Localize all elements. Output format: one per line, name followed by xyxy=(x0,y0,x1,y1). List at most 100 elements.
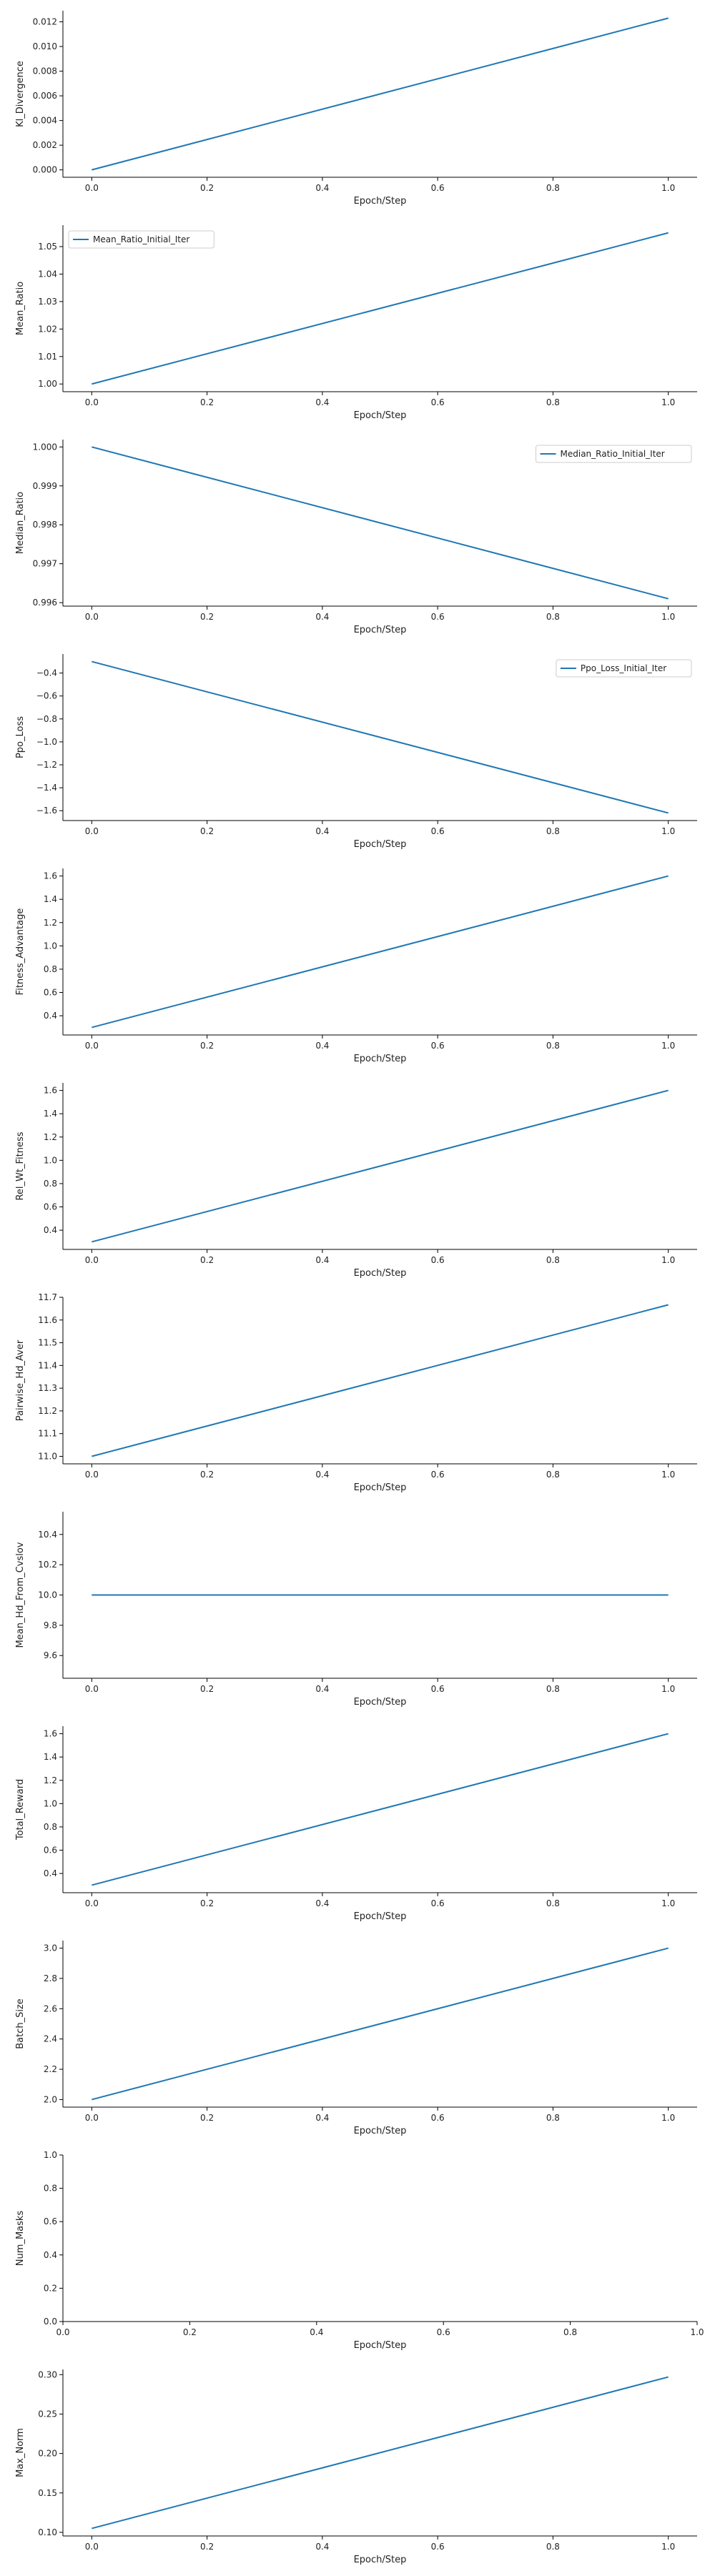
x-tick-label: 0.6 xyxy=(431,826,445,836)
y-tick-label: 3.0 xyxy=(44,1943,57,1953)
x-tick-label: 0.0 xyxy=(85,397,99,407)
y-tick-label: 0.012 xyxy=(33,17,57,27)
y-tick-label: 1.03 xyxy=(38,297,57,307)
legend: Mean_Ratio_Initial_Iter xyxy=(68,230,214,249)
y-tick-label: 2.8 xyxy=(44,1973,57,1983)
y-tick-label: 11.0 xyxy=(38,1452,57,1462)
y-tick-label: 1.02 xyxy=(38,324,57,334)
y-tick-label: 0.998 xyxy=(33,520,57,530)
y-axis-label: Rel_Wt_Fitness xyxy=(15,1131,26,1200)
legend-box xyxy=(556,659,692,678)
chart-panel-7: 0.0 0.2 0.4 0.6 0.8 1.0 11.0 11.1 11.2 11.3 11.4 11… xyxy=(15,1292,697,1493)
y-tick-label: 1.4 xyxy=(44,1752,57,1762)
y-tick-label: 1.6 xyxy=(44,1086,57,1096)
y-tick-label: −0.8 xyxy=(36,714,57,724)
x-tick-label: 0.8 xyxy=(546,1255,560,1265)
y-tick-label: 1.00 xyxy=(38,379,57,389)
y-tick-label: 11.1 xyxy=(38,1429,57,1439)
x-tick-label: 0.8 xyxy=(546,1898,560,1908)
x-tick-label: 0.2 xyxy=(200,1470,214,1480)
y-tick-label: −0.6 xyxy=(36,691,57,701)
x-tick-label: 0.2 xyxy=(200,1041,214,1051)
y-tick-label: 1.01 xyxy=(38,352,57,362)
y-axis-label: Num_Masks xyxy=(15,2211,26,2267)
series-line xyxy=(92,17,669,171)
x-tick-label: 1.0 xyxy=(690,2327,704,2337)
x-tick-label: 0.0 xyxy=(85,1470,99,1480)
x-tick-label: 0.2 xyxy=(200,183,214,193)
y-axis-label: Kl_Divergence xyxy=(15,61,26,127)
y-axis-label: Fitness_Advantage xyxy=(15,908,26,996)
y-tick-label: 1.6 xyxy=(44,1729,57,1739)
y-tick-label: 0.6 xyxy=(44,2216,57,2226)
y-tick-label: 0.8 xyxy=(44,1179,57,1189)
y-tick-label: 0.996 xyxy=(33,598,57,608)
y-tick-label: 0.25 xyxy=(38,2409,57,2419)
y-axis-label: Ppo_Loss xyxy=(15,716,26,758)
x-axis-label: Epoch/Step xyxy=(354,839,407,850)
y-tick-label: 0.999 xyxy=(33,481,57,491)
x-tick-label: 0.8 xyxy=(546,397,560,407)
x-tick-label: 0.6 xyxy=(431,1898,445,1908)
legend-label: Ppo_Loss_Initial_Iter xyxy=(581,663,666,673)
y-tick-label: 0.006 xyxy=(33,91,57,101)
x-axis-label: Epoch/Step xyxy=(354,1697,407,1708)
legend-label: Median_Ratio_Initial_Iter xyxy=(561,449,665,459)
x-tick-label: 0.4 xyxy=(315,1041,329,1051)
y-tick-label: −1.0 xyxy=(36,737,57,747)
y-axis-label: Batch_Size xyxy=(15,1998,26,2049)
y-tick-label: 2.2 xyxy=(44,2064,57,2074)
x-tick-label: 1.0 xyxy=(661,826,675,836)
x-tick-label: 0.8 xyxy=(546,2542,560,2552)
x-tick-label: 0.0 xyxy=(85,1898,99,1908)
chart-panel-5: 0.0 0.2 0.4 0.6 0.8 1.0 0.4 0.6 0.8 1.0 1.2 1.4 1.6 E… xyxy=(15,868,697,1064)
x-tick-label: 0.0 xyxy=(85,183,99,193)
x-axis-label: Epoch/Step xyxy=(354,196,407,207)
chart-panel-3: 0.0 0.2 0.4 0.6 0.8 1.0 0.996 0.997 0.998 0.999 1.… xyxy=(15,440,697,635)
y-tick-label: 0.4 xyxy=(44,2250,57,2260)
y-tick-label: 0.002 xyxy=(33,140,57,150)
y-tick-label: 1.0 xyxy=(44,1155,57,1165)
y-tick-label: 0.8 xyxy=(44,1822,57,1832)
y-tick-label: 11.2 xyxy=(38,1406,57,1416)
y-axis-label: Median_Ratio xyxy=(15,492,26,554)
y-tick-label: 11.6 xyxy=(38,1315,57,1325)
x-tick-label: 0.6 xyxy=(431,1470,445,1480)
x-tick-label: 0.2 xyxy=(200,612,214,622)
y-tick-label: 0.4 xyxy=(44,1011,57,1021)
chart-panel-8: 0.0 0.2 0.4 0.6 0.8 1.0 9.6 9.8 10.0 10.2 10.4 Epoc… xyxy=(15,1512,697,1708)
y-tick-label: −0.4 xyxy=(36,668,57,678)
x-tick-label: 0.4 xyxy=(315,1255,329,1265)
x-tick-label: 0.8 xyxy=(546,2113,560,2123)
x-tick-label: 0.6 xyxy=(431,612,445,622)
x-axis-label: Epoch/Step xyxy=(354,2555,407,2565)
y-tick-label: 11.4 xyxy=(38,1360,57,1370)
x-tick-label: 0.4 xyxy=(315,826,329,836)
chart-panel-4: 0.0 0.2 0.4 0.6 0.8 1.0 −0.4 −0.6 −0.8 −1.0 −1.2 −1… xyxy=(15,654,697,850)
y-axis-label: Total_Reward xyxy=(15,1779,26,1841)
legend-box xyxy=(68,230,214,249)
y-tick-label: 0.4 xyxy=(44,1868,57,1878)
y-tick-label: 1.2 xyxy=(44,1132,57,1142)
x-tick-label: 0.4 xyxy=(315,1470,329,1480)
x-tick-label: 0.6 xyxy=(431,397,445,407)
y-tick-label: 1.04 xyxy=(38,269,57,279)
x-tick-label: 0.0 xyxy=(85,1684,99,1694)
x-tick-label: 1.0 xyxy=(661,2113,675,2123)
x-tick-label: 0.8 xyxy=(546,612,560,622)
x-tick-label: 0.2 xyxy=(200,397,214,407)
y-tick-label: 0.010 xyxy=(33,41,57,51)
y-tick-label: 0.004 xyxy=(33,116,57,126)
y-tick-label: 0.4 xyxy=(44,1225,57,1235)
legend-box xyxy=(536,445,692,463)
x-axis-label: Epoch/Step xyxy=(354,2126,407,2136)
x-tick-label: 0.6 xyxy=(431,2542,445,2552)
x-tick-label: 0.6 xyxy=(431,1255,445,1265)
x-tick-label: 0.0 xyxy=(85,2113,99,2123)
x-axis-label: Epoch/Step xyxy=(354,1268,407,1279)
x-tick-label: 0.8 xyxy=(546,1041,560,1051)
x-tick-label: 0.4 xyxy=(315,2113,329,2123)
y-axis-label: Max_Norm xyxy=(15,2428,26,2477)
x-tick-label: 0.2 xyxy=(200,1684,214,1694)
